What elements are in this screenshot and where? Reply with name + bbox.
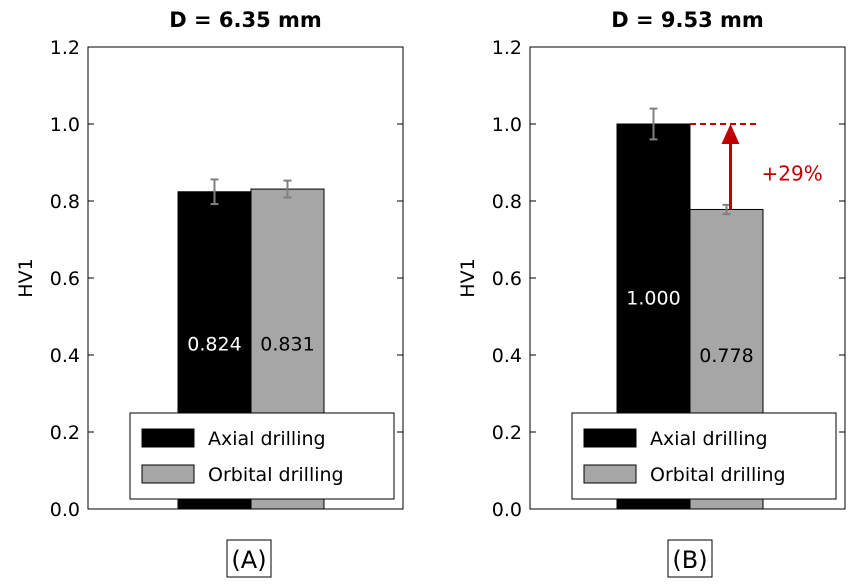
chart-title: D = 6.35 mm [169,8,322,32]
bar-value-label: 0.778 [699,345,753,367]
legend-label: Axial drilling [650,428,768,450]
bar-value-label: 0.831 [260,333,314,355]
legend-box [571,412,837,500]
increase-arrow-head [721,124,740,144]
y-tick-label: 1.0 [50,114,80,136]
bar-value-label: 1.000 [626,287,680,309]
panel-label: (A) [231,546,266,574]
bar-value-label: 0.824 [187,333,241,355]
y-axis-label: HV1 [15,258,37,297]
y-tick-label: 0.8 [50,191,80,213]
plot-frame [87,46,404,510]
y-axis-label: HV1 [457,258,479,297]
legend-label: Orbital drilling [650,464,786,486]
legend-box [129,412,395,500]
legend-swatch [583,464,637,484]
y-tick-label: 1.2 [492,37,522,59]
legend-label: Orbital drilling [208,464,344,486]
legend-swatch [141,428,195,448]
y-tick-label: 0.8 [492,191,522,213]
y-tick-label: 0.4 [50,345,80,367]
percent-increase-label: +29% [762,162,823,186]
legend-swatch [583,428,637,448]
legend-label: Axial drilling [208,428,326,450]
y-tick-label: 0.4 [492,345,522,367]
legend-swatch [141,464,195,484]
y-tick-label: 1.2 [50,37,80,59]
panel-label-box [667,539,713,578]
y-tick-label: 0.0 [492,499,522,521]
y-tick-label: 0.2 [492,422,522,444]
y-tick-label: 0.6 [492,268,522,290]
panel-label: (B) [672,546,707,574]
chart-title: D = 9.53 mm [611,8,764,32]
y-tick-label: 0.6 [50,268,80,290]
y-tick-label: 1.0 [492,114,522,136]
plot-frame [529,46,846,510]
y-tick-label: 0.2 [50,422,80,444]
panel-label-box [226,539,272,578]
y-tick-label: 0.0 [50,499,80,521]
